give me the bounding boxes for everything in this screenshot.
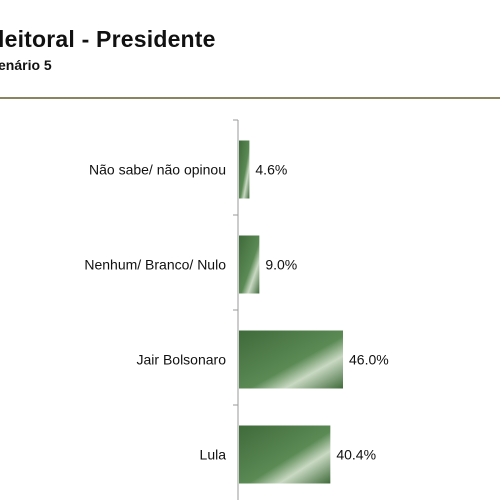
category-label: Jair Bolsonaro [137,352,227,368]
bar [239,141,249,199]
value-label: 46.0% [349,352,389,368]
category-label: Não sabe/ não opinou [89,162,226,178]
value-label: 9.0% [265,257,297,273]
category-label: Lula [200,447,227,463]
bar [239,236,259,294]
bar [239,426,330,484]
bar [239,331,343,389]
category-label: Nenhum/ Branco/ Nulo [84,257,226,273]
value-label: 40.4% [336,447,376,463]
value-label: 4.6% [255,162,287,178]
